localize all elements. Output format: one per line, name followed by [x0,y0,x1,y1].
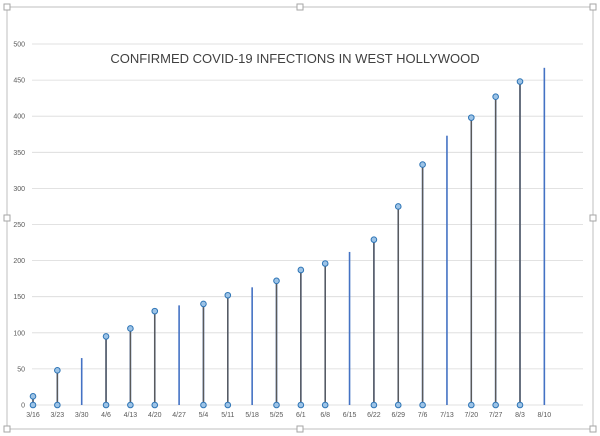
resize-handle[interactable] [589,3,597,11]
resize-handle[interactable] [589,425,597,433]
base-marker [492,401,499,409]
markers [29,78,524,409]
resize-handle[interactable] [296,425,304,433]
bar [446,135,448,405]
y-tick-label: 200 [13,258,25,265]
y-axis-ticks: 0 50 100 150 200 250 300 350 400 450 500 [13,42,25,410]
point-marker [468,114,475,121]
base-marker [297,401,305,409]
x-tick-label: 6/1 [296,412,306,419]
base-marker [127,401,134,409]
base-marker [370,401,378,409]
x-tick-label: 4/20 [148,412,162,419]
bar [543,67,546,406]
x-tick-label: 5/11 [221,412,234,419]
y-tick-label: 250 [13,222,25,229]
point-marker [200,300,207,308]
y-tick-label: 0 [21,403,25,410]
x-tick-label: 4/13 [124,412,138,419]
point-marker [127,325,134,332]
point-marker [54,367,61,374]
highlight-lines [32,81,521,405]
point-marker [297,266,305,274]
point-marker [516,78,524,85]
base-marker [273,401,280,409]
point-marker [151,307,159,315]
base-marker [224,401,232,409]
selection-handles[interactable] [3,3,597,433]
point-marker [224,291,232,299]
x-tick-label: 7/20 [464,412,478,419]
point-marker [492,93,499,101]
point-marker [370,236,378,243]
point-marker [321,260,329,267]
base-marker [200,401,207,409]
base-marker [468,401,475,409]
x-tick-label: 7/27 [489,412,503,419]
resize-handle[interactable] [3,3,11,11]
x-tick-label: 7/6 [418,412,428,419]
x-tick-label: 7/13 [440,412,454,419]
resize-handle[interactable] [3,425,11,433]
bar [251,287,253,405]
gridlines [32,43,583,406]
base-marker [102,401,110,409]
resize-handle[interactable] [3,214,11,222]
x-tick-label: 5/25 [270,412,284,419]
x-tick-label: 4/27 [172,412,186,419]
base-marker [321,401,329,409]
x-tick-label: 5/18 [245,412,259,419]
base-marker [29,401,37,409]
y-tick-label: 50 [17,366,25,373]
bar [348,251,351,405]
chart-title: CONFIRMED COVID-19 INFECTIONS IN WEST HO… [110,51,479,66]
bar [80,358,83,405]
resize-handle[interactable] [296,3,304,11]
x-tick-label: 8/10 [538,412,552,419]
x-tick-label: 5/4 [199,412,209,419]
x-tick-label: 6/8 [320,412,330,419]
chart-frame [6,6,594,430]
y-tick-label: 150 [13,294,25,301]
x-axis-ticks: 3/16 3/23 3/30 4/6 4/13 4/20 4/27 5/4 5/11 5/18 5/… [26,412,551,419]
x-tick-label: 6/15 [343,412,357,419]
point-marker [394,203,402,210]
x-tick-label: 6/29 [391,412,405,419]
base-marker [394,401,402,409]
base-marker [151,401,159,409]
y-tick-label: 300 [13,186,25,193]
point-marker [29,393,37,400]
base-marker [419,401,426,409]
point-marker [102,333,110,340]
x-tick-label: 6/22 [367,412,381,419]
x-tick-label: 4/6 [101,412,111,419]
y-tick-label: 500 [13,42,25,49]
point-marker [419,161,426,168]
base-marker [54,401,61,409]
x-tick-label: 8/3 [515,412,525,419]
y-tick-label: 350 [13,150,25,157]
x-tick-label: 3/30 [75,412,89,419]
x-tick-label: 3/16 [26,412,40,419]
point-marker [273,277,280,285]
y-tick-label: 100 [13,330,25,337]
x-tick-label: 3/23 [51,412,65,419]
bar [178,305,180,405]
y-tick-label: 450 [13,78,25,85]
base-marker [516,401,524,409]
y-tick-label: 400 [13,114,25,121]
resize-handle[interactable] [589,214,597,222]
